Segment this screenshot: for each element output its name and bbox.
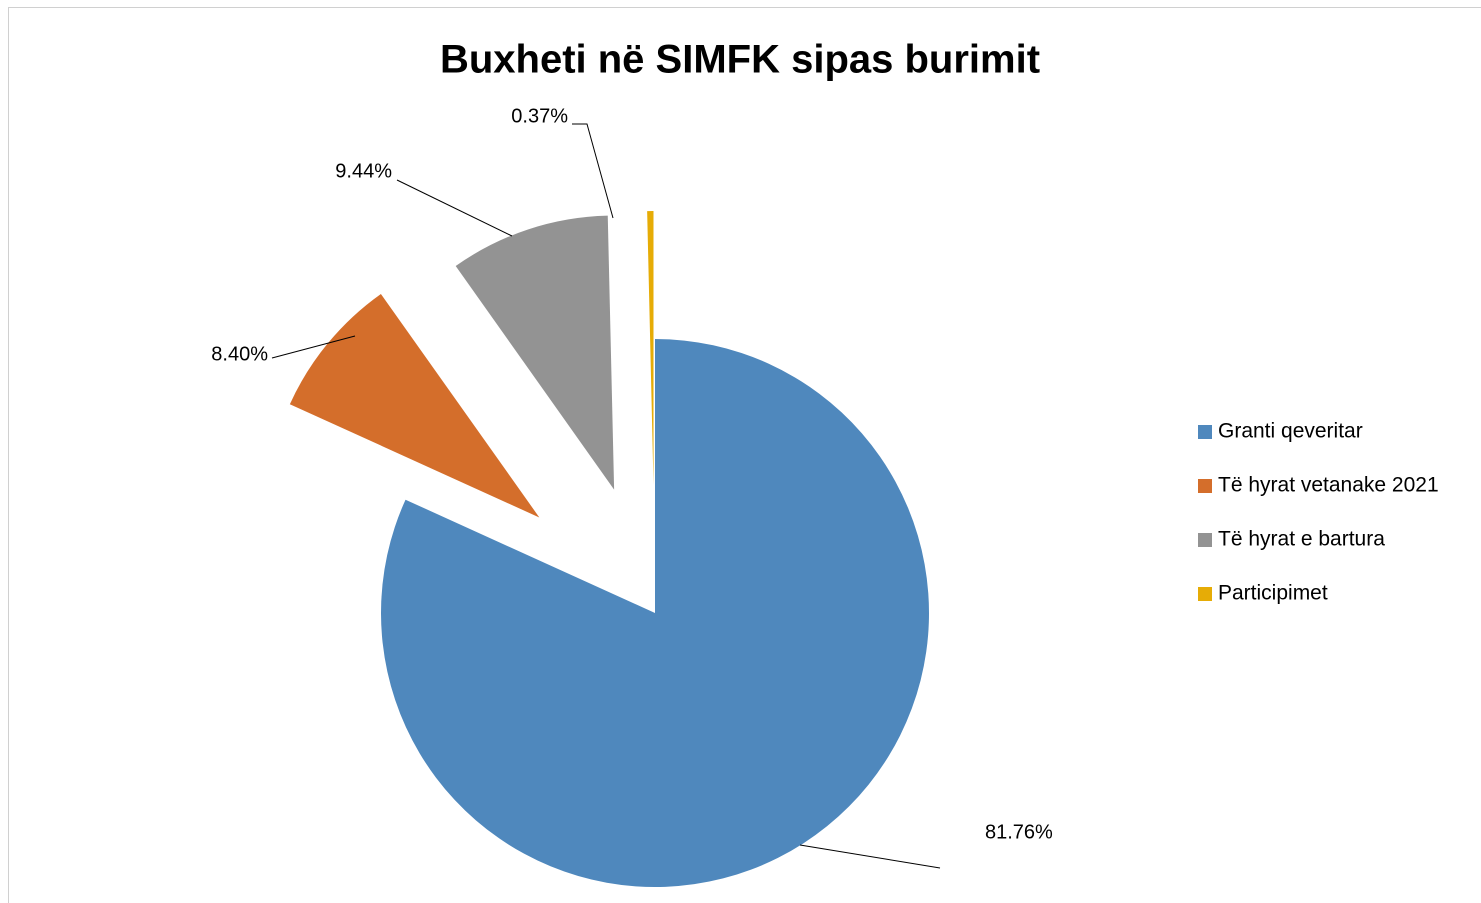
- legend-swatch: [1198, 425, 1212, 439]
- data-label: 81.76%: [985, 821, 1053, 843]
- legend-label: Granti qeveritar: [1218, 420, 1363, 443]
- pie-slice: [455, 215, 615, 490]
- leader-line: [799, 844, 941, 869]
- data-label: 9.44%: [335, 160, 392, 182]
- pie-slice: [381, 339, 930, 887]
- legend-swatch: [1198, 479, 1212, 493]
- legend-swatch: [1198, 533, 1212, 547]
- pie-slice: [289, 293, 540, 518]
- leader-line: [396, 179, 513, 237]
- legend-label: Të hyrat e bartura: [1218, 528, 1385, 551]
- data-label: 0.37%: [511, 105, 568, 127]
- leader-line: [271, 335, 356, 359]
- chart-title: Buxheti në SIMFK sipas burimit: [440, 38, 1040, 82]
- data-label: 8.40%: [211, 343, 268, 365]
- pie-slice: [647, 211, 654, 486]
- legend-label: Të hyrat vetanake 2021: [1218, 474, 1439, 497]
- legend-swatch: [1198, 587, 1212, 601]
- legend-label: Participimet: [1218, 582, 1328, 605]
- leader-line: [572, 123, 614, 219]
